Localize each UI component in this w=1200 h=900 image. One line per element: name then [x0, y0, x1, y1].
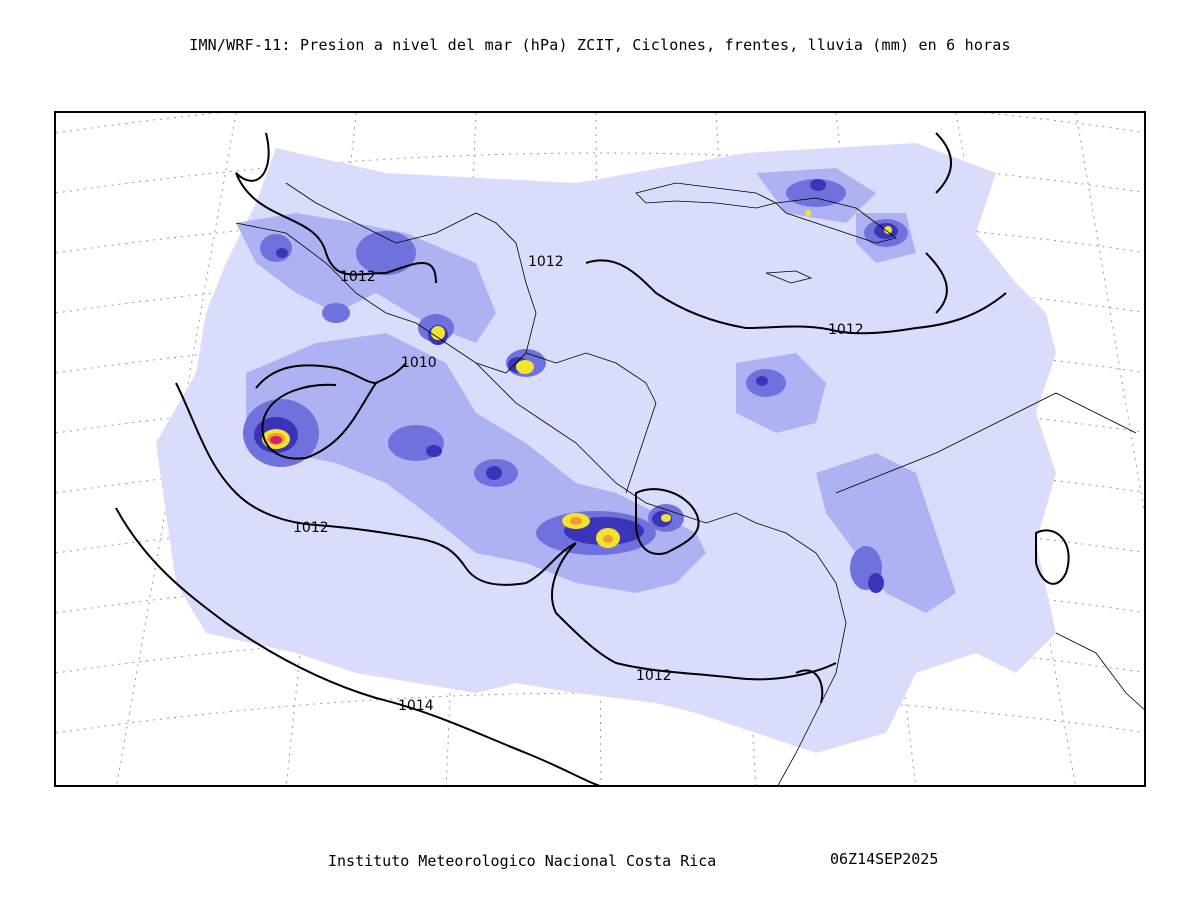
- isobar-label-1012-pacific: 1012: [293, 520, 329, 536]
- isobar-label-1012-northwest: 1012: [340, 269, 376, 285]
- institution-label: Instituto Meteorologico Nacional Costa R…: [328, 852, 717, 870]
- chart-title: IMN/WRF-11: Presion a nivel del mar (hPa…: [189, 36, 1011, 54]
- isobar-label-1012-north: 1012: [528, 254, 564, 270]
- rain-extreme-cores: [262, 210, 892, 548]
- isobar-label-1014: 1014: [398, 698, 434, 714]
- isobars: [115, 132, 1070, 785]
- isobar-label-1010: 1010: [401, 355, 437, 371]
- valid-time-label: 06Z14SEP2025: [830, 850, 939, 868]
- isobar-label-1012-south: 1012: [636, 668, 672, 684]
- coastlines: [235, 182, 1144, 785]
- isobar-label-1012-caribbean: 1012: [828, 322, 864, 338]
- map-canvas: 1012 1012 1012 1010 1012 1012 1014: [56, 113, 1144, 785]
- map-panel: 1012 1012 1012 1010 1012 1012 1014: [54, 111, 1146, 787]
- isobar-labels: 1012 1012 1012 1010 1012 1012 1014: [293, 254, 864, 714]
